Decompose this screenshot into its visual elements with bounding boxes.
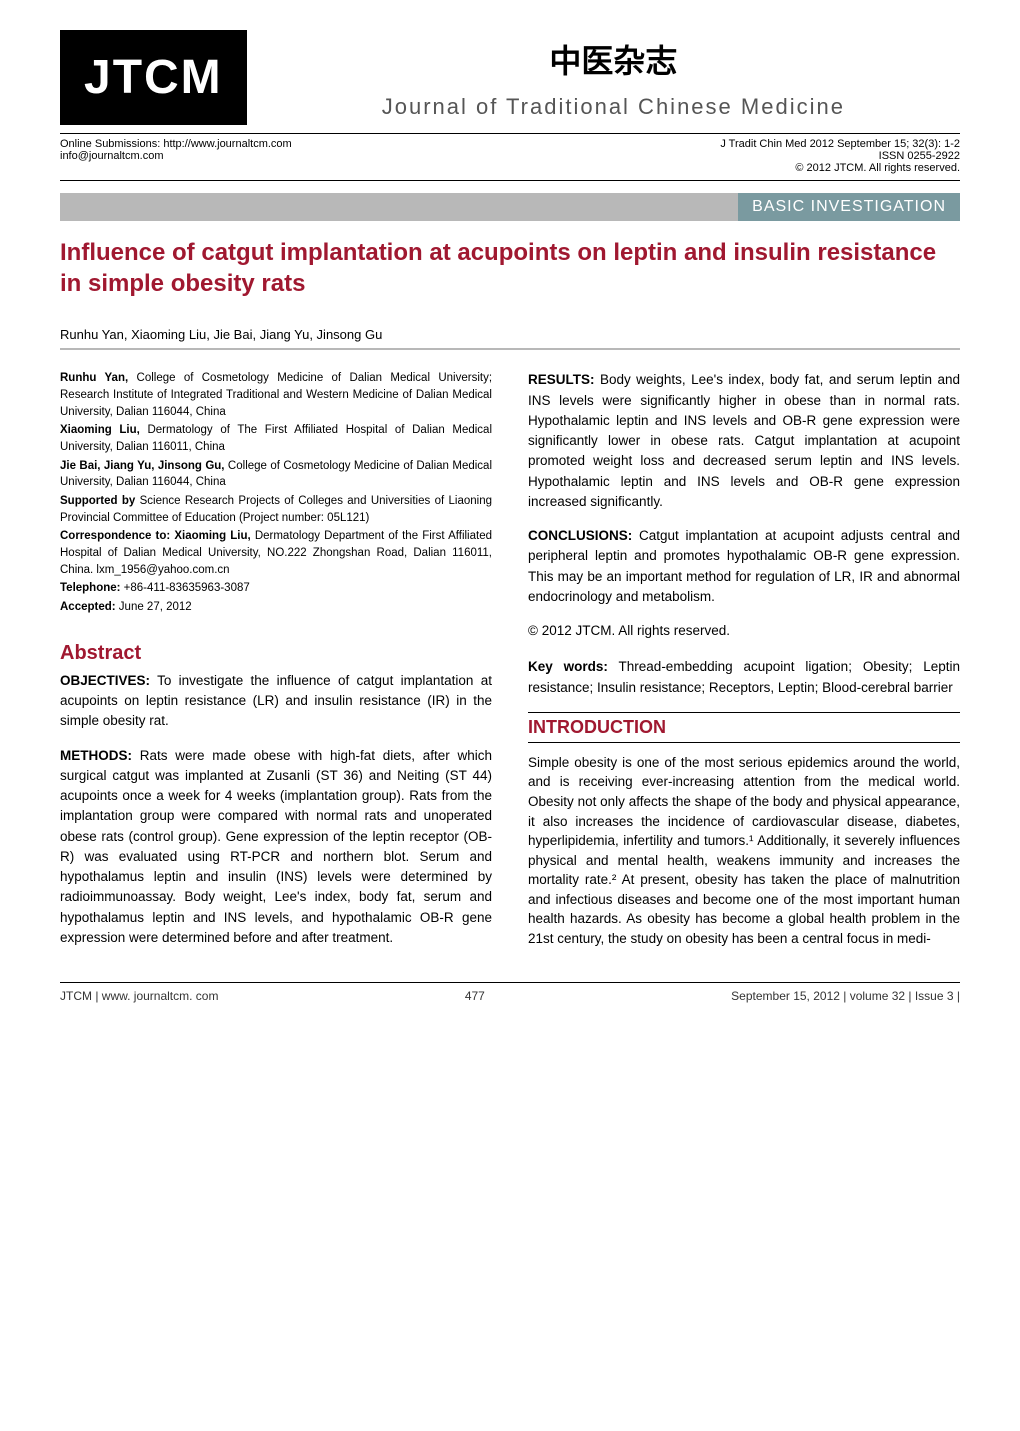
affiliations: Runhu Yan, College of Cosmetology Medici… [60,370,492,615]
authors-underline [60,348,960,350]
keywords-block: Key words: Thread-embedding acupoint lig… [528,657,960,698]
affil-line: Telephone: +86-411-83635963-3087 [60,580,492,597]
meta-left: Online Submissions: http://www.journaltc… [60,138,292,174]
keywords-label: Key words: [528,659,608,674]
meta-row: Online Submissions: http://www.journaltc… [60,133,960,174]
issn: ISSN 0255-2922 [720,150,960,162]
methods-label: METHODS: [60,748,132,763]
journal-name-area: 中医杂志 Journal of Traditional Chinese Medi… [267,36,960,120]
article-title: Influence of catgut implantation at acup… [60,237,960,299]
footer-page-number: 477 [465,989,485,1003]
introduction-heading: INTRODUCTION [528,712,960,743]
footer-left: JTCM | www. journaltcm. com [60,989,218,1003]
journal-title: Journal of Traditional Chinese Medicine [267,94,960,120]
footer-right: September 15, 2012 | volume 32 | Issue 3… [731,989,960,1003]
banner-grey-bar [60,193,738,221]
results-text: Body weights, Lee's index, body fat, and… [528,372,960,509]
chinese-title: 中医杂志 [267,36,960,82]
divider [60,180,960,181]
results-label: RESULTS: [528,372,595,387]
citation: J Tradit Chin Med 2012 September 15; 32(… [720,138,960,150]
copyright-header: © 2012 JTCM. All rights reserved. [720,162,960,174]
methods-text: Rats were made obese with high-fat diets… [60,748,492,945]
introduction-body: Simple obesity is one of the most seriou… [528,753,960,949]
section-banner: BASIC INVESTIGATION [60,193,960,221]
conclusions-label: CONCLUSIONS: [528,528,632,543]
meta-right: J Tradit Chin Med 2012 September 15; 32(… [720,138,960,174]
online-submissions: Online Submissions: http://www.journaltc… [60,138,292,150]
objectives-block: OBJECTIVES: To investigate the influence… [60,671,492,732]
conclusions-block: CONCLUSIONS: Catgut implantation at acup… [528,526,960,607]
page-footer: JTCM | www. journaltcm. com 477 Septembe… [60,982,960,1003]
left-column: Runhu Yan, College of Cosmetology Medici… [60,370,492,962]
affil-line: Correspondence to: Xiaoming Liu, Dermato… [60,528,492,578]
results-block: RESULTS: Body weights, Lee's index, body… [528,370,960,512]
methods-block: METHODS: Rats were made obese with high-… [60,746,492,949]
affil-line: Jie Bai, Jiang Yu, Jinsong Gu, College o… [60,458,492,491]
jtcm-logo: JTCM [60,30,247,125]
two-column-body: Runhu Yan, College of Cosmetology Medici… [60,370,960,962]
contact-email: info@journaltcm.com [60,150,292,162]
abstract-heading: Abstract [60,642,492,665]
affil-line: Runhu Yan, College of Cosmetology Medici… [60,370,492,420]
affil-line: Xiaoming Liu, Dermatology of The First A… [60,422,492,455]
affil-line: Accepted: June 27, 2012 [60,599,492,616]
right-column: RESULTS: Body weights, Lee's index, body… [528,370,960,962]
section-label: BASIC INVESTIGATION [738,193,960,221]
journal-header: JTCM 中医杂志 Journal of Traditional Chinese… [60,30,960,125]
authors-line: Runhu Yan, Xiaoming Liu, Jie Bai, Jiang … [60,327,960,342]
affil-line: Supported by Science Research Projects o… [60,493,492,526]
objectives-label: OBJECTIVES: [60,673,150,688]
copyright-abstract: © 2012 JTCM. All rights reserved. [528,621,960,641]
